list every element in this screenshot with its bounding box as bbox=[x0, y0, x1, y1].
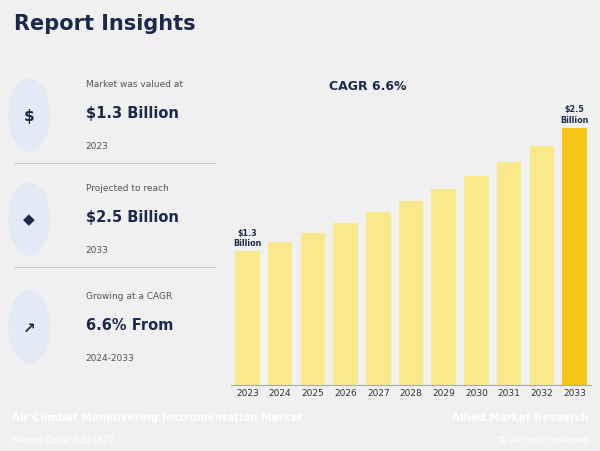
Text: Projected to reach: Projected to reach bbox=[86, 184, 168, 193]
Text: Report Insights: Report Insights bbox=[14, 14, 195, 34]
Bar bbox=[497, 162, 521, 386]
Circle shape bbox=[11, 295, 47, 359]
Text: ↗: ↗ bbox=[23, 320, 35, 335]
Bar bbox=[530, 147, 554, 386]
Text: Market was valued at: Market was valued at bbox=[86, 80, 182, 89]
Text: CAGR 6.6%: CAGR 6.6% bbox=[329, 79, 407, 92]
Text: Allied Market Research: Allied Market Research bbox=[452, 412, 588, 422]
Circle shape bbox=[11, 188, 47, 252]
Text: Growing at a CAGR: Growing at a CAGR bbox=[86, 291, 172, 300]
Text: © All right reserved: © All right reserved bbox=[497, 435, 588, 444]
Bar bbox=[464, 177, 489, 386]
Bar bbox=[366, 213, 391, 386]
Text: $: $ bbox=[24, 108, 35, 123]
Bar bbox=[235, 252, 260, 386]
Circle shape bbox=[9, 291, 49, 363]
Text: ◆: ◆ bbox=[23, 212, 35, 227]
Bar bbox=[301, 233, 325, 386]
Text: $1.3
Billion: $1.3 Billion bbox=[233, 228, 262, 248]
Text: 6.6% From: 6.6% From bbox=[86, 318, 173, 332]
Bar bbox=[268, 243, 292, 386]
Text: 2024-2033: 2024-2033 bbox=[86, 353, 134, 362]
Circle shape bbox=[11, 84, 47, 147]
Text: Report Code: A324577: Report Code: A324577 bbox=[12, 435, 114, 444]
Text: $2.5
Billion: $2.5 Billion bbox=[560, 105, 589, 124]
Text: $1.3 Billion: $1.3 Billion bbox=[86, 106, 178, 121]
Text: 2023: 2023 bbox=[86, 142, 108, 151]
Circle shape bbox=[9, 184, 49, 255]
Bar bbox=[431, 189, 456, 386]
Text: $2.5 Billion: $2.5 Billion bbox=[86, 210, 178, 225]
Text: Air Combat Maneuvering Instrumentation Market: Air Combat Maneuvering Instrumentation M… bbox=[12, 412, 302, 422]
Text: 2033: 2033 bbox=[86, 245, 109, 254]
Bar bbox=[562, 129, 587, 386]
Circle shape bbox=[9, 80, 49, 152]
Bar bbox=[333, 223, 358, 386]
Bar bbox=[399, 202, 423, 386]
